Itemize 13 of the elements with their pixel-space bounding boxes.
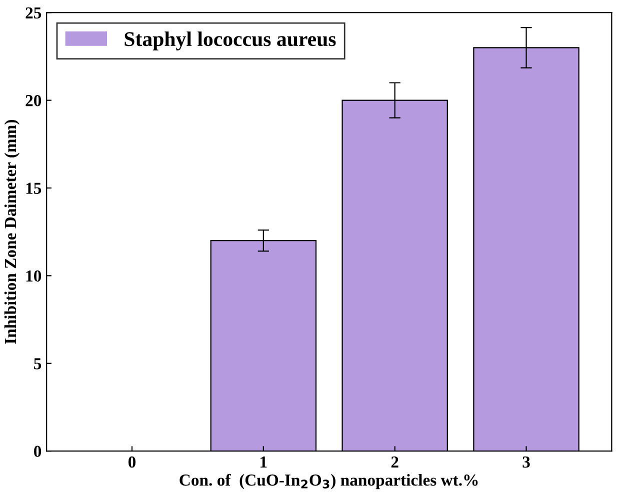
x-tick-label: 1 <box>260 456 267 468</box>
x-tick-label: 0 <box>128 456 136 468</box>
x-tick-label: 2 <box>391 456 398 468</box>
y-tick-label: 10 <box>26 270 42 282</box>
legend-label: Staphyl lococcus aureus <box>124 31 336 50</box>
y-tick-label: 25 <box>26 7 42 19</box>
y-axis-title: Inhibition Zone Daimeter (mm) <box>4 120 20 344</box>
y-tick-label: 5 <box>34 358 42 370</box>
x-tick-label: 3 <box>522 456 530 468</box>
y-tick-label: 0 <box>34 446 42 458</box>
y-tick-label: 20 <box>26 94 42 106</box>
y-tick-label: 15 <box>26 182 42 194</box>
x-axis-title: Con. of (CuO-In$_{2}$O$_{3}$) nanoparticles wt.% <box>180 474 478 490</box>
